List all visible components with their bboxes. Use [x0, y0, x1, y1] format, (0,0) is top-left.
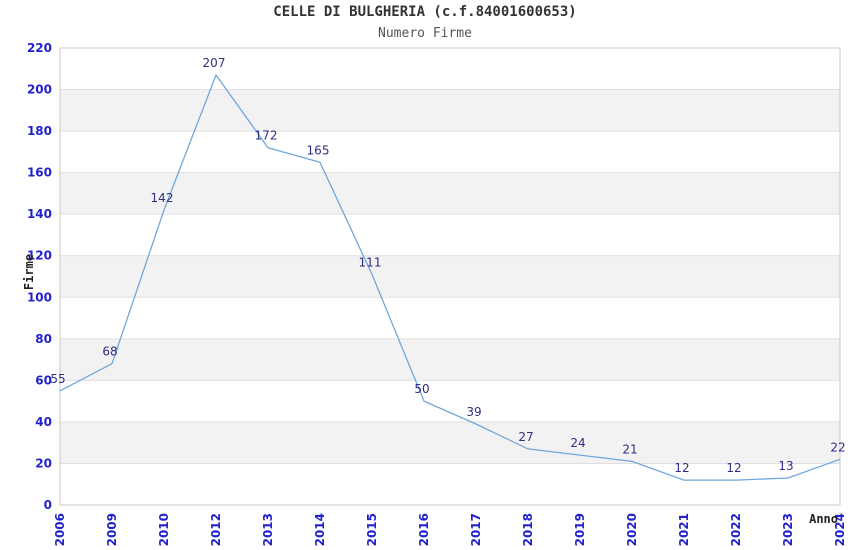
- data-point-label: 39: [466, 405, 481, 419]
- data-point-label: 207: [203, 56, 226, 70]
- y-tick-label: 80: [35, 332, 52, 346]
- data-point-label: 12: [674, 461, 689, 475]
- x-tick-label: 2023: [781, 513, 795, 546]
- data-point-label: 13: [778, 459, 793, 473]
- x-tick-label: 2020: [625, 513, 639, 546]
- chart-title: CELLE DI BULGHERIA (c.f.84001600653): [273, 4, 577, 20]
- data-point-label: 165: [307, 143, 330, 157]
- data-point-label: 172: [255, 129, 278, 143]
- plot-band: [60, 380, 840, 422]
- plot-band: [60, 214, 840, 256]
- y-axis-title: Firme: [22, 254, 36, 290]
- y-tick-label: 180: [27, 124, 52, 138]
- plot-band: [60, 131, 840, 173]
- plot-border: [59, 47, 841, 506]
- data-point-label: 68: [102, 345, 117, 359]
- data-point-label: 22: [830, 440, 845, 454]
- data-point-label: 27: [518, 430, 533, 444]
- data-point-label: 12: [726, 461, 741, 475]
- plot-band: [60, 338, 840, 381]
- x-tick-label: 2012: [209, 513, 223, 546]
- chart-subtitle: Numero Firme: [378, 26, 472, 41]
- plot-band: [60, 421, 840, 464]
- x-tick-label: 2021: [677, 513, 691, 546]
- data-point-label: 50: [414, 382, 429, 396]
- data-point-label: 111: [359, 255, 382, 269]
- plot-band: [60, 255, 840, 298]
- x-tick-label: 2016: [417, 513, 431, 546]
- x-tick-label: 2010: [157, 513, 171, 546]
- y-tick-label: 60: [35, 373, 52, 387]
- y-tick-label: 200: [27, 83, 52, 97]
- series-line: [59, 74, 841, 481]
- y-tick-label: 0: [44, 498, 52, 512]
- data-point-label: 21: [622, 442, 637, 456]
- plot-band: [60, 172, 840, 215]
- plot-band: [60, 48, 840, 90]
- y-tick-label: 20: [35, 456, 52, 470]
- y-tick-label: 100: [27, 290, 52, 304]
- y-tick-label: 140: [27, 207, 52, 221]
- x-tick-label: 2014: [313, 513, 327, 546]
- x-axis-title: Anno: [809, 512, 838, 526]
- y-tick-label: 120: [27, 249, 52, 263]
- y-tick-label: 40: [35, 415, 52, 429]
- data-point-label: 24: [570, 436, 585, 450]
- x-tick-label: 2015: [365, 513, 379, 546]
- x-tick-label: 2013: [261, 513, 275, 546]
- data-point-label: 55: [50, 372, 65, 386]
- x-tick-label: 2006: [53, 513, 67, 546]
- y-tick-label: 220: [27, 41, 52, 55]
- data-point-label: 142: [151, 191, 174, 205]
- y-tick-label: 160: [27, 166, 52, 180]
- plot-band: [60, 463, 840, 505]
- plot-band: [60, 89, 840, 132]
- x-tick-label: 2022: [729, 513, 743, 546]
- x-tick-label: 2019: [573, 513, 587, 546]
- x-tick-label: 2009: [105, 513, 119, 546]
- x-tick-label: 2018: [521, 513, 535, 546]
- x-tick-label: 2017: [469, 513, 483, 546]
- x-tick-label: 2024: [833, 513, 847, 546]
- plot-band: [60, 297, 840, 339]
